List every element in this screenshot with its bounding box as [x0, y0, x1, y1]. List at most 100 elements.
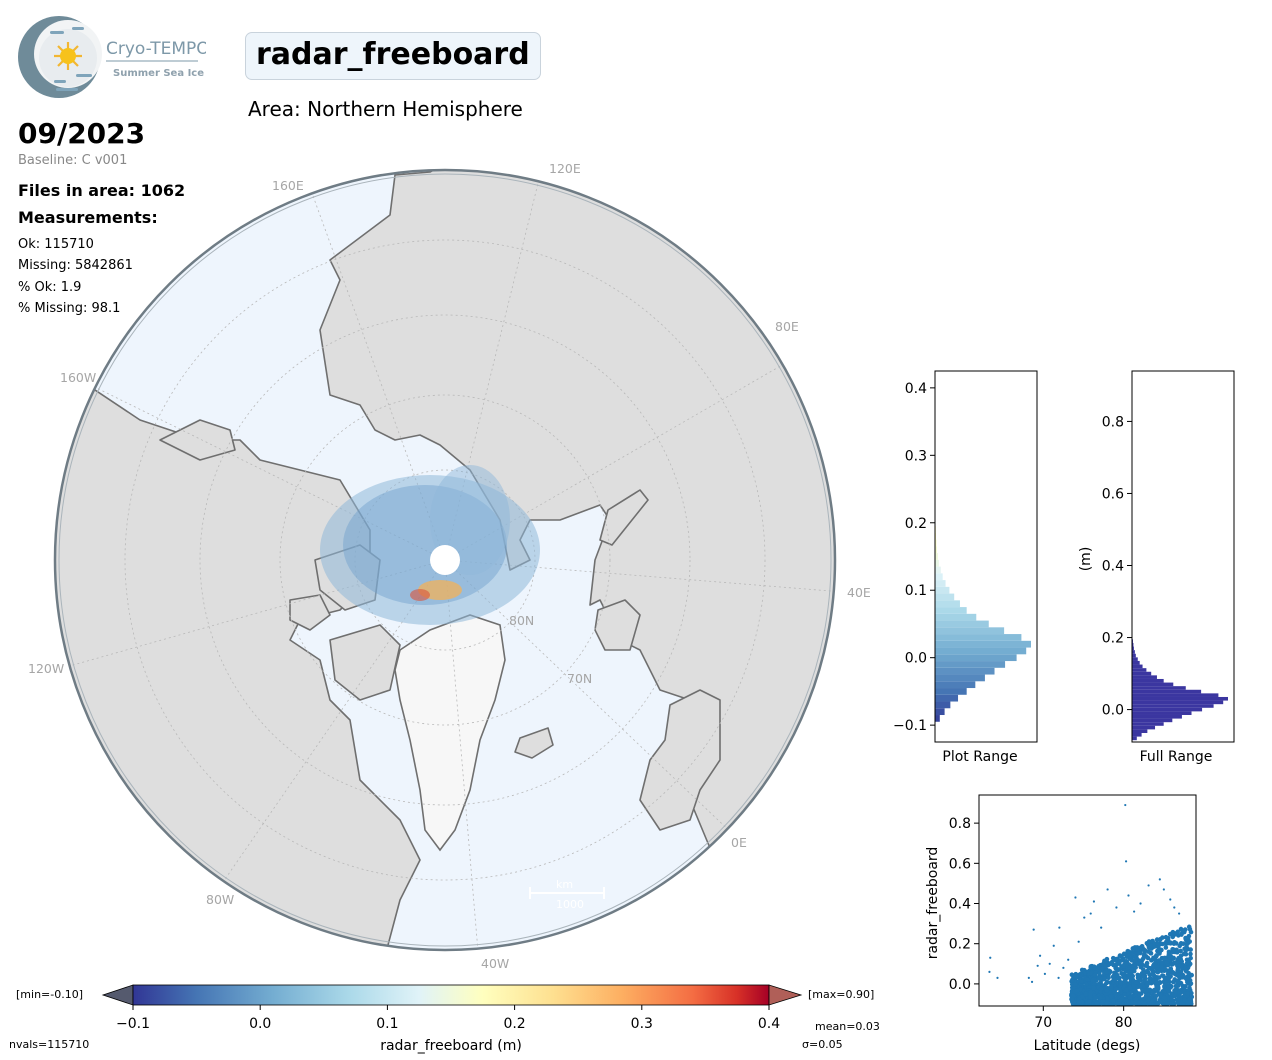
scatter-point	[1177, 975, 1183, 981]
scatter-point	[1057, 976, 1060, 979]
scatter-point	[1138, 984, 1143, 990]
hist-plot-ytick-label: 0.3	[905, 448, 927, 464]
hist-plot-bar	[935, 580, 946, 587]
scatter-point	[1135, 972, 1140, 978]
greenland	[394, 614, 506, 852]
scatter-xtick-label: 70	[1034, 1015, 1052, 1031]
freeboard-data-cloud	[320, 465, 540, 625]
scatter-point	[1062, 966, 1065, 969]
hist-full-bar	[1132, 707, 1203, 712]
scatter-point	[1118, 980, 1123, 986]
variable-title: radar_freeboard	[245, 32, 541, 80]
scatter-point	[1188, 947, 1193, 952]
scale-label-distance: 1000	[556, 898, 584, 911]
scatter-point	[1093, 995, 1098, 1001]
scatter-point	[1112, 957, 1118, 963]
date-label: 09/2023	[18, 117, 146, 150]
scatter-point	[1088, 995, 1093, 1000]
scatter-point	[1058, 926, 1061, 929]
colorbar-tick-label: 0.3	[631, 1016, 653, 1032]
scatter-point	[1132, 957, 1138, 963]
hist-full-ylabel: (m)	[1078, 547, 1094, 572]
hist-full-ytick-label: 0.0	[1102, 703, 1124, 719]
scatter-point	[1137, 992, 1142, 997]
scatter-point	[1182, 966, 1188, 972]
scatter-point	[1138, 964, 1144, 970]
scatter-xtick-label: 80	[1115, 1015, 1133, 1031]
scatter-point	[1176, 955, 1181, 961]
files-in-area-label: Files in area: 1062	[18, 181, 186, 200]
scatter-point	[1100, 926, 1103, 929]
scatter-point	[1179, 932, 1184, 937]
scatter-point	[1161, 1000, 1166, 1005]
scatter-point	[1121, 971, 1127, 977]
scatter-point	[1114, 962, 1119, 967]
scatter-point	[1141, 1001, 1147, 1006]
scatter-ytick-label: 0.8	[949, 816, 971, 832]
scatter-point	[1171, 979, 1176, 985]
scatter-point	[1163, 945, 1169, 950]
scatter-point	[1168, 1001, 1174, 1006]
hist-full-bar	[1132, 689, 1202, 694]
scatter-point	[1172, 939, 1177, 945]
scatter-point	[1127, 984, 1133, 990]
scatter-point	[1158, 992, 1163, 998]
scatter-point	[1147, 884, 1150, 887]
colorbar-tick-label: 0.2	[503, 1016, 525, 1032]
histogram-full-range: 0.0 0.2 0.4 0.6 0.8 Full Range (m)	[1078, 370, 1235, 765]
scatter-point	[1084, 977, 1090, 982]
scatter-point	[996, 976, 999, 979]
lat-label-80n: 80N	[509, 613, 534, 628]
scatter-point	[1048, 962, 1051, 965]
scatter-point	[1043, 972, 1047, 975]
scatter-point	[1189, 990, 1194, 996]
scatter-point	[1170, 947, 1176, 952]
scatter-point	[1155, 969, 1161, 975]
hist-full-bar	[1132, 664, 1143, 669]
scatter-point	[1174, 950, 1180, 955]
hist-plot-bar	[935, 627, 1005, 635]
stat-pct-ok: % Ok: 1.9	[18, 280, 82, 295]
lon-label-160e: 160E	[272, 178, 304, 193]
scatter-point	[1127, 995, 1133, 1000]
scatter-point	[1106, 888, 1109, 891]
scatter-point	[1171, 970, 1177, 976]
scatter-point	[1155, 984, 1161, 990]
hist-full-bar	[1132, 718, 1173, 723]
scatter-point	[1183, 948, 1188, 953]
scatter-point	[1173, 989, 1179, 995]
scatter-point	[1105, 995, 1110, 1001]
hist-plot-bar	[935, 607, 967, 614]
colorbar-tick-label: −0.1	[116, 1016, 150, 1032]
scatter-point	[1157, 949, 1163, 955]
scatter-point	[1104, 1001, 1109, 1006]
scatter-frame	[978, 794, 1197, 1007]
hist-full-bar	[1132, 729, 1148, 733]
scatter-point	[1103, 958, 1109, 964]
scatter-point	[1111, 973, 1116, 979]
colorbar-extend-max	[768, 984, 803, 1006]
scatter-point	[1151, 955, 1156, 961]
scale-label-km: km	[556, 878, 573, 891]
scatter-point	[1141, 974, 1146, 979]
scatter-point	[1073, 973, 1079, 979]
scatter-ytick-label: 0.4	[949, 897, 971, 913]
hist-full-bar	[1132, 650, 1135, 654]
histogram-plot-range: −0.1 0.0 0.1 0.2 0.3 0.4 Plot Range	[893, 370, 1038, 765]
scatter-point	[1162, 888, 1165, 891]
stat-ok: Ok: 115710	[18, 237, 94, 252]
scatter-point	[1131, 963, 1137, 968]
scatter-point	[1108, 993, 1114, 999]
scatter-point	[1109, 983, 1114, 989]
hist-plot-bar	[935, 620, 989, 628]
hist-full-bar	[1132, 736, 1137, 741]
scatter-point	[1122, 992, 1127, 997]
scatter-point	[1090, 977, 1095, 983]
scatter-xlabel: Latitude (degs)	[1034, 1038, 1141, 1054]
scatter-point	[1118, 997, 1124, 1002]
hist-full-ytick-label: 0.6	[1102, 486, 1124, 502]
scatter-point	[1143, 954, 1149, 959]
scatter-point	[1185, 1000, 1191, 1005]
lon-label-80w: 80W	[206, 892, 234, 907]
nvals-label: nvals=115710	[9, 1038, 90, 1051]
